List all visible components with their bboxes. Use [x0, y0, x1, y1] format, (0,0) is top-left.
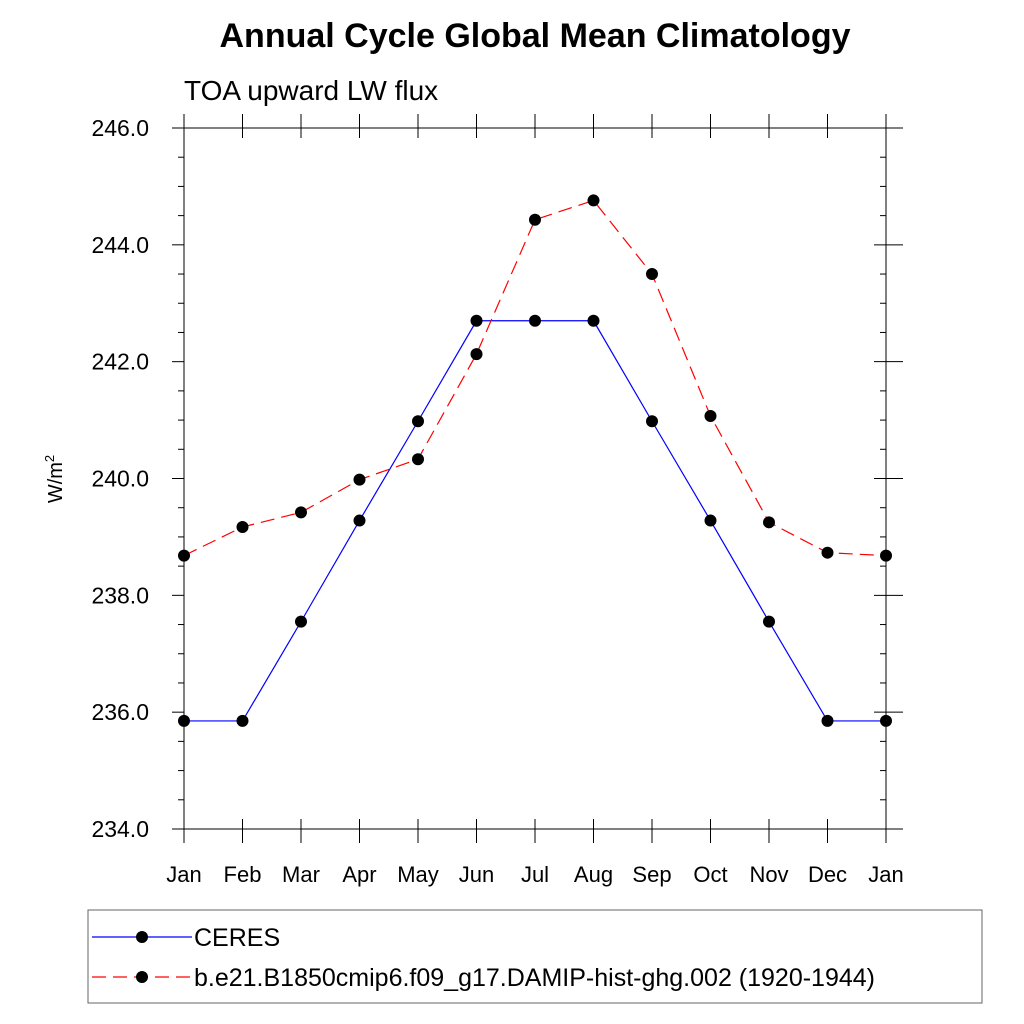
x-tick-label: Sep: [632, 862, 671, 887]
data-point-series-1: [821, 714, 834, 727]
y-tick-label: 246.0: [91, 115, 149, 141]
legend: CERES b.e21.B1850cmip6.f09_g17.DAMIP-hist…: [92, 924, 875, 992]
axis-ticks: [172, 114, 903, 843]
data-point-series-2: [529, 213, 541, 226]
x-tick-label: Apr: [342, 862, 376, 887]
data-point-series-2: [236, 520, 249, 533]
x-tick-label: Mar: [282, 862, 320, 887]
plot-frame: [183, 127, 887, 830]
data-point-series-1: [412, 415, 424, 428]
legend-label-1: CERES: [194, 924, 280, 952]
x-tick-label: Jan: [868, 862, 903, 887]
data-point-series-1: [529, 314, 541, 327]
series-group: [178, 194, 892, 727]
data-point-series-2: [763, 516, 775, 529]
data-point-series-2: [178, 549, 190, 562]
y-axis-label-text: W/m: [45, 462, 67, 503]
y-tick-label: 234.0: [91, 816, 149, 842]
x-tick-label: Dec: [808, 862, 847, 887]
y-tick-label: 238.0: [91, 582, 149, 608]
chart-subtitle: TOA upward LW flux: [184, 75, 438, 106]
x-tick-label: Jul: [521, 862, 549, 887]
legend-box: [87, 909, 983, 1004]
x-tick-label: Jan: [166, 862, 201, 887]
y-tick-labels: 234.0 236.0 238.0 240.0 242.0 244.0 246.0: [91, 115, 149, 842]
series-line-1: [184, 320, 886, 722]
data-point-series-2: [587, 194, 600, 207]
data-point-series-2: [295, 506, 307, 519]
x-tick-label: Oct: [693, 862, 727, 887]
x-tick-label: May: [397, 862, 439, 887]
data-point-series-1: [236, 714, 249, 727]
data-point-series-2: [704, 409, 717, 422]
data-point-series-1: [587, 314, 600, 327]
data-point-series-1: [704, 514, 717, 527]
legend-label-2: b.e21.B1850cmip6.f09_g17.DAMIP-hist-ghg.…: [194, 964, 875, 992]
chart-title: Annual Cycle Global Mean Climatology: [220, 17, 851, 55]
data-point-series-1: [178, 714, 190, 727]
data-point-series-1: [295, 615, 307, 628]
data-point-series-2: [646, 268, 658, 281]
data-point-series-1: [646, 415, 658, 428]
data-point-series-2: [412, 453, 424, 466]
data-point-series-2: [470, 348, 483, 361]
y-tick-label: 236.0: [91, 699, 149, 725]
y-tick-label: 244.0: [91, 232, 149, 258]
x-tick-label: Aug: [574, 862, 613, 887]
y-tick-label: 242.0: [91, 349, 149, 375]
data-point-series-1: [763, 615, 775, 628]
legend-marker-1: [136, 931, 148, 943]
x-tick-label: Jun: [459, 862, 494, 887]
y-axis-label-superscript: 2: [42, 455, 57, 462]
legend-marker-2: [136, 971, 148, 983]
x-tick-label: Feb: [224, 862, 262, 887]
data-point-series-1: [880, 714, 892, 727]
y-tick-label: 240.0: [91, 466, 149, 492]
series-line-2: [183, 199, 887, 557]
data-point-series-2: [821, 546, 834, 559]
x-tick-label: Nov: [749, 862, 788, 887]
data-point-series-2: [353, 473, 366, 486]
y-axis-label: W/m2: [42, 455, 67, 503]
data-point-series-1: [353, 514, 366, 527]
data-point-series-2: [880, 549, 892, 562]
x-tick-labels: Jan Feb Mar Apr May Jun Jul Aug Sep Oct Nov Dec Jan: [166, 862, 903, 887]
data-point-series-1: [470, 314, 483, 327]
